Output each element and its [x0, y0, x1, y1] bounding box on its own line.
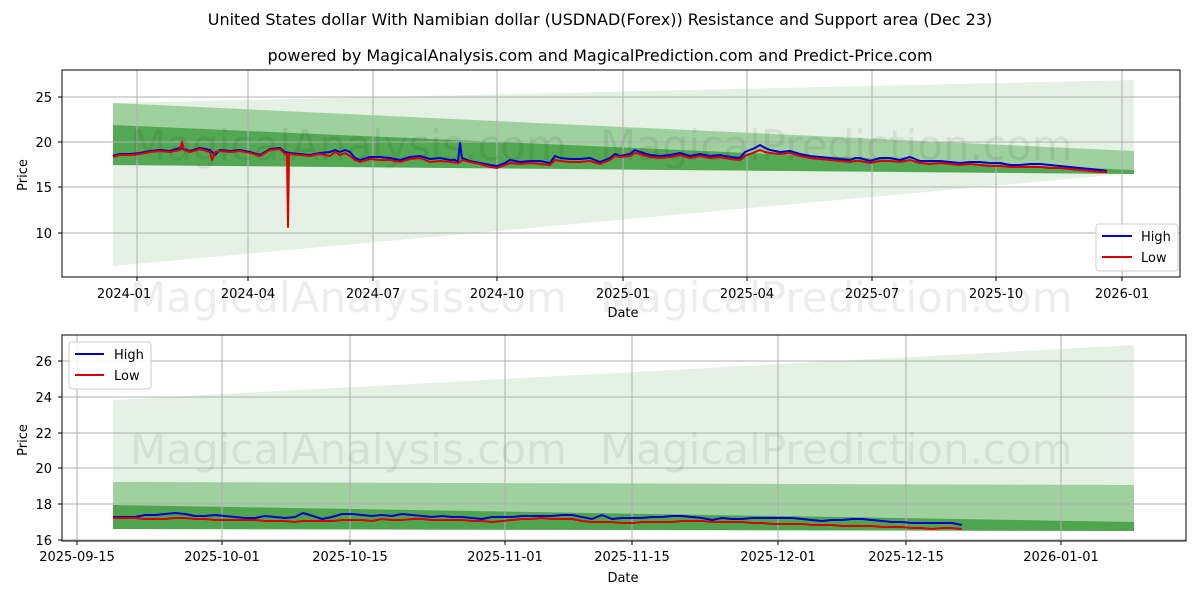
top-xtick-label: 2026-01 — [1095, 287, 1149, 302]
top-xaxis-label: Date — [607, 306, 638, 321]
top-xtick-label: 2024-10 — [470, 287, 524, 302]
bottom-xtick-label: 2025-12-15 — [868, 550, 944, 565]
top-chart: MagicalAnalysis.com MagicalPrediction.co… — [16, 69, 1181, 322]
bottom-high-line — [113, 512, 963, 526]
watermark-prediction-bottom: MagicalPrediction.com — [600, 425, 1073, 474]
bottom-ytick-label: 18 — [35, 498, 52, 513]
top-ytick-label: 10 — [35, 227, 52, 242]
top-xtick-label: 2025-01 — [596, 287, 650, 302]
bottom-xtick-label: 2025-10-15 — [312, 550, 388, 565]
bottom-chart: MagicalAnalysis.com MagicalPrediction.co… — [16, 334, 1187, 586]
watermark-analysis-top: MagicalAnalysis.com — [130, 121, 567, 170]
bottom-tick-marks — [58, 360, 1062, 545]
legend-low-label: Low — [1141, 251, 1167, 266]
watermark-analysis-bottom: MagicalAnalysis.com — [130, 425, 567, 474]
chart-subtitle: powered by MagicalAnalysis.com and Magic… — [267, 46, 933, 65]
bottom-ytick-label: 26 — [35, 355, 52, 370]
legend-high-label: High — [114, 348, 144, 363]
bottom-ytick-label: 22 — [35, 427, 52, 442]
bottom-xtick-label: 2025-11-15 — [594, 550, 670, 565]
top-xtick-label: 2024-01 — [97, 287, 151, 302]
top-ytick-label: 25 — [35, 91, 52, 106]
bottom-ytick-label: 24 — [35, 391, 52, 406]
chart-title: United States dollar With Namibian dolla… — [207, 10, 993, 29]
bottom-xtick-label: 2025-10-01 — [184, 550, 260, 565]
top-xtick-label: 2025-07 — [845, 287, 899, 302]
bottom-axes-frame — [61, 334, 1187, 542]
legend-high-label: High — [1141, 230, 1171, 245]
top-xtick-label: 2025-04 — [720, 287, 774, 302]
top-xtick-label: 2024-04 — [221, 287, 275, 302]
top-high-line — [112, 142, 1108, 172]
bottom-ytick-label: 16 — [35, 534, 52, 549]
bottom-low-line — [113, 517, 963, 530]
top-xtick-label: 2024-07 — [346, 287, 400, 302]
watermark-prediction-top: MagicalPrediction.com — [600, 121, 1073, 170]
top-tick-marks — [58, 96, 1123, 281]
bottom-xtick-label: 2026-01-01 — [1023, 550, 1099, 565]
bottom-xaxis-label: Date — [607, 571, 638, 586]
bottom-xtick-label: 2025-11-01 — [467, 550, 543, 565]
legend-low-label: Low — [114, 369, 140, 384]
top-xtick-label: 2025-10 — [969, 287, 1023, 302]
bottom-yaxis-label: Price — [16, 424, 31, 456]
top-grid — [62, 70, 1180, 277]
bottom-xtick-label: 2025-12-01 — [740, 550, 816, 565]
top-low-line — [112, 141, 1107, 228]
top-ytick-label: 15 — [35, 181, 52, 196]
bottom-legend: High Low — [68, 341, 152, 390]
watermark-analysis-mid: MagicalAnalysis.com — [130, 273, 567, 322]
bottom-xtick-label: 2025-09-15 — [39, 550, 115, 565]
top-ytick-label: 20 — [35, 136, 52, 151]
bottom-grid — [62, 335, 1186, 541]
top-yaxis-label: Price — [16, 159, 31, 191]
bottom-ytick-label: 20 — [35, 462, 52, 477]
watermark-prediction-mid: MagicalPrediction.com — [600, 273, 1073, 322]
top-legend: High Low — [1095, 223, 1179, 272]
top-axes-frame — [61, 69, 1181, 278]
